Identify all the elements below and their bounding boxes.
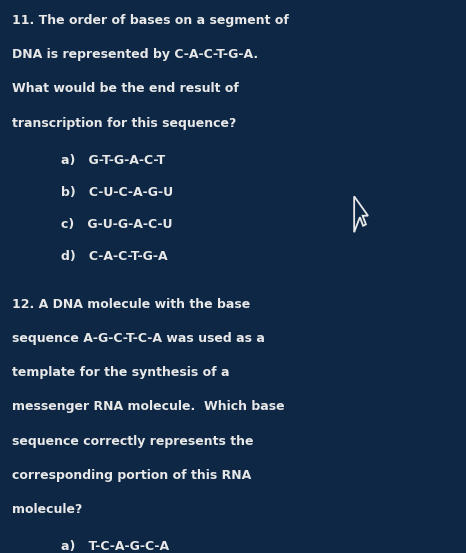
Text: a)   G-T-G-A-C-T: a) G-T-G-A-C-T xyxy=(61,154,165,167)
Text: sequence A-G-C-T-C-A was used as a: sequence A-G-C-T-C-A was used as a xyxy=(12,332,265,345)
Text: molecule?: molecule? xyxy=(12,503,82,517)
Text: b)   C-U-C-A-G-U: b) C-U-C-A-G-U xyxy=(61,186,173,199)
Text: 12. A DNA molecule with the base: 12. A DNA molecule with the base xyxy=(12,298,250,311)
Text: messenger RNA molecule.  Which base: messenger RNA molecule. Which base xyxy=(12,400,284,414)
Text: sequence correctly represents the: sequence correctly represents the xyxy=(12,435,253,448)
Text: transcription for this sequence?: transcription for this sequence? xyxy=(12,117,236,130)
Text: DNA is represented by C-A-C-T-G-A.: DNA is represented by C-A-C-T-G-A. xyxy=(12,48,258,61)
Text: d)   C-A-C-T-G-A: d) C-A-C-T-G-A xyxy=(61,250,167,263)
Text: template for the synthesis of a: template for the synthesis of a xyxy=(12,366,229,379)
Text: What would be the end result of: What would be the end result of xyxy=(12,82,239,96)
Text: 11. The order of bases on a segment of: 11. The order of bases on a segment of xyxy=(12,14,288,27)
Text: a)   T-C-A-G-C-A: a) T-C-A-G-C-A xyxy=(61,540,169,553)
Text: corresponding portion of this RNA: corresponding portion of this RNA xyxy=(12,469,251,482)
Text: c)   G-U-G-A-C-U: c) G-U-G-A-C-U xyxy=(61,218,172,231)
